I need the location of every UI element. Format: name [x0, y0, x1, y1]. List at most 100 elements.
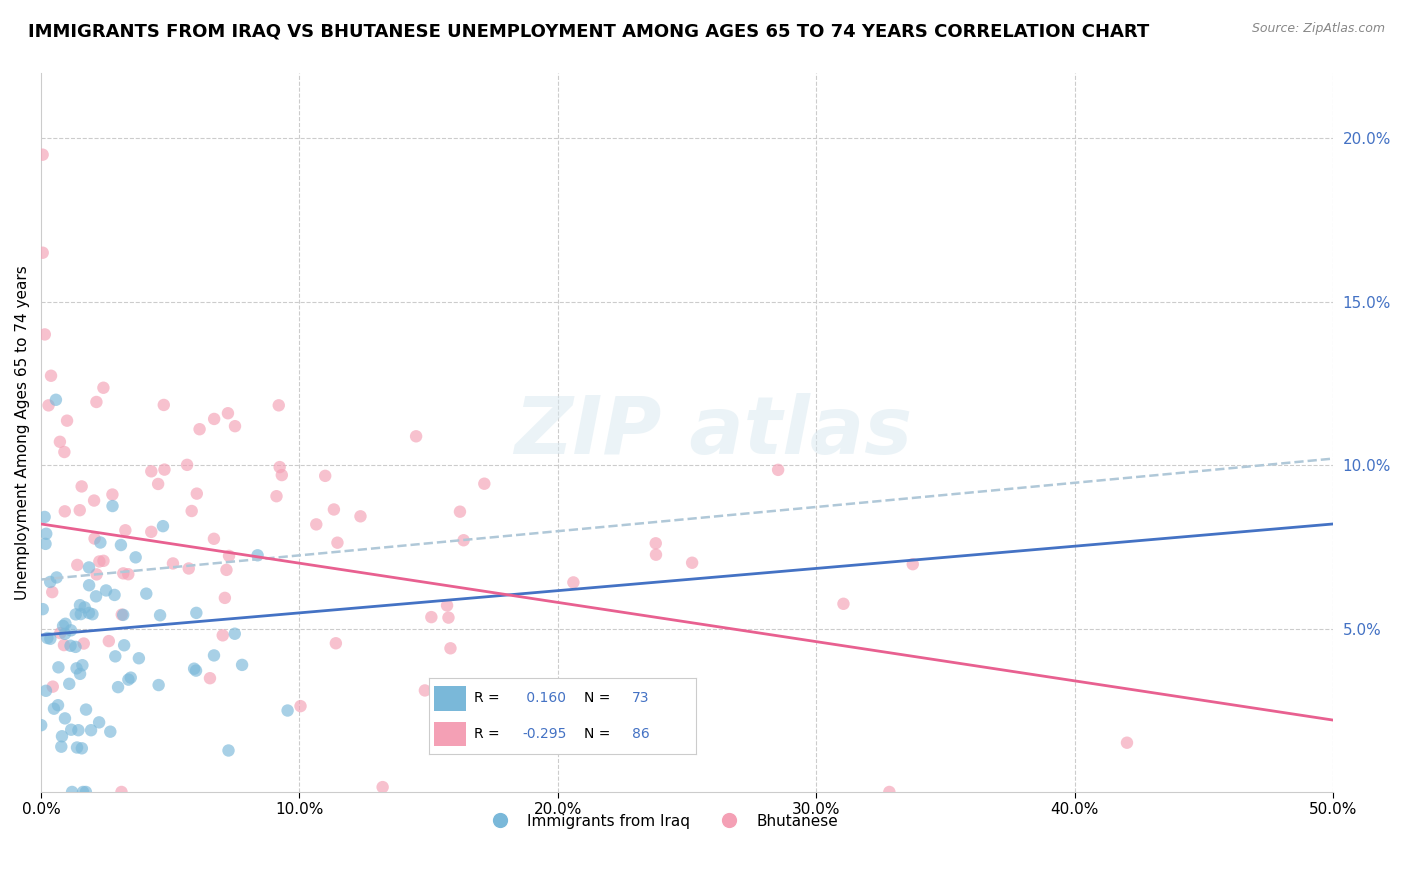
- Text: N =: N =: [583, 691, 614, 706]
- Immigrants from Iraq: [69, 666, 91, 681]
- Immigrants from Iraq: [35, 683, 58, 698]
- Y-axis label: Unemployment Among Ages 65 to 74 years: Unemployment Among Ages 65 to 74 years: [15, 265, 30, 599]
- Immigrants from Iraq: [82, 607, 104, 622]
- Text: -0.295: -0.295: [523, 727, 567, 741]
- Bhutanese: [97, 634, 120, 648]
- Immigrants from Iraq: [70, 741, 93, 756]
- Bhutanese: [89, 554, 111, 568]
- Bhutanese: [413, 683, 436, 698]
- Text: Source: ZipAtlas.com: Source: ZipAtlas.com: [1251, 22, 1385, 36]
- Immigrants from Iraq: [246, 549, 269, 563]
- Bhutanese: [613, 741, 636, 756]
- Bhutanese: [141, 524, 163, 539]
- Immigrants from Iraq: [218, 743, 240, 757]
- Immigrants from Iraq: [59, 624, 82, 638]
- Immigrants from Iraq: [104, 649, 127, 664]
- Immigrants from Iraq: [135, 587, 157, 601]
- Bhutanese: [146, 477, 169, 491]
- Immigrants from Iraq: [45, 570, 67, 584]
- Bhutanese: [93, 554, 115, 568]
- Bhutanese: [266, 489, 288, 503]
- Bhutanese: [832, 597, 855, 611]
- Bhutanese: [73, 636, 96, 650]
- Immigrants from Iraq: [59, 639, 82, 653]
- Bhutanese: [152, 398, 174, 412]
- Bhutanese: [290, 699, 312, 714]
- Bhutanese: [41, 585, 63, 599]
- Bhutanese: [49, 626, 72, 640]
- Immigrants from Iraq: [87, 715, 110, 730]
- Bhutanese: [53, 445, 76, 459]
- Immigrants from Iraq: [224, 626, 246, 640]
- Immigrants from Iraq: [65, 661, 87, 675]
- Bhutanese: [681, 556, 703, 570]
- Bhutanese: [70, 479, 93, 493]
- Immigrants from Iraq: [34, 510, 56, 524]
- Immigrants from Iraq: [124, 550, 146, 565]
- Bhutanese: [436, 599, 458, 613]
- Immigrants from Iraq: [30, 718, 52, 732]
- Bhutanese: [93, 381, 115, 395]
- Immigrants from Iraq: [31, 602, 53, 616]
- Bhutanese: [218, 549, 240, 563]
- Immigrants from Iraq: [67, 723, 90, 738]
- Bhutanese: [439, 641, 461, 656]
- Immigrants from Iraq: [37, 631, 59, 645]
- Immigrants from Iraq: [53, 711, 76, 725]
- Bhutanese: [513, 679, 536, 693]
- Bhutanese: [83, 532, 105, 546]
- Immigrants from Iraq: [186, 606, 208, 620]
- Bhutanese: [114, 523, 136, 537]
- Bhutanese: [326, 535, 349, 549]
- Bhutanese: [371, 780, 394, 794]
- Bhutanese: [215, 563, 238, 577]
- Immigrants from Iraq: [148, 678, 170, 692]
- Bhutanese: [176, 458, 198, 472]
- Bhutanese: [52, 638, 75, 652]
- Bhutanese: [141, 464, 163, 478]
- Bhutanese: [66, 558, 89, 572]
- Bhutanese: [83, 493, 105, 508]
- Immigrants from Iraq: [60, 723, 83, 737]
- Immigrants from Iraq: [112, 607, 135, 622]
- Bhutanese: [453, 533, 475, 548]
- Immigrants from Iraq: [84, 590, 107, 604]
- Text: 0.160: 0.160: [523, 691, 567, 706]
- Bhutanese: [211, 628, 233, 642]
- Bhutanese: [349, 509, 371, 524]
- Bhutanese: [117, 567, 139, 582]
- Bhutanese: [49, 434, 72, 449]
- Bhutanese: [267, 398, 290, 412]
- Immigrants from Iraq: [51, 729, 73, 743]
- Bhutanese: [901, 557, 924, 571]
- Immigrants from Iraq: [112, 638, 135, 652]
- Bhutanese: [110, 785, 132, 799]
- Bhutanese: [305, 517, 328, 532]
- Bhutanese: [423, 681, 446, 696]
- Bhutanese: [269, 460, 291, 475]
- Legend: Immigrants from Iraq, Bhutanese: Immigrants from Iraq, Bhutanese: [478, 807, 844, 835]
- Immigrants from Iraq: [184, 664, 207, 678]
- Text: R =: R =: [474, 727, 505, 741]
- Immigrants from Iraq: [39, 574, 62, 589]
- Bhutanese: [86, 395, 108, 409]
- Immigrants from Iraq: [231, 657, 253, 672]
- Bhutanese: [420, 610, 443, 624]
- Immigrants from Iraq: [66, 740, 89, 755]
- Immigrants from Iraq: [80, 723, 103, 738]
- Immigrants from Iraq: [107, 680, 129, 694]
- Bhutanese: [202, 532, 225, 546]
- Bhutanese: [214, 591, 236, 605]
- Immigrants from Iraq: [202, 648, 225, 663]
- Immigrants from Iraq: [277, 704, 299, 718]
- Text: 73: 73: [631, 691, 650, 706]
- Bhutanese: [198, 671, 221, 685]
- Bhutanese: [645, 548, 668, 562]
- Immigrants from Iraq: [65, 640, 87, 654]
- Immigrants from Iraq: [77, 606, 100, 620]
- Bhutanese: [605, 711, 627, 725]
- Bhutanese: [186, 486, 208, 500]
- Bhutanese: [153, 462, 176, 476]
- Bhutanese: [432, 690, 454, 704]
- Bar: [434, 722, 467, 746]
